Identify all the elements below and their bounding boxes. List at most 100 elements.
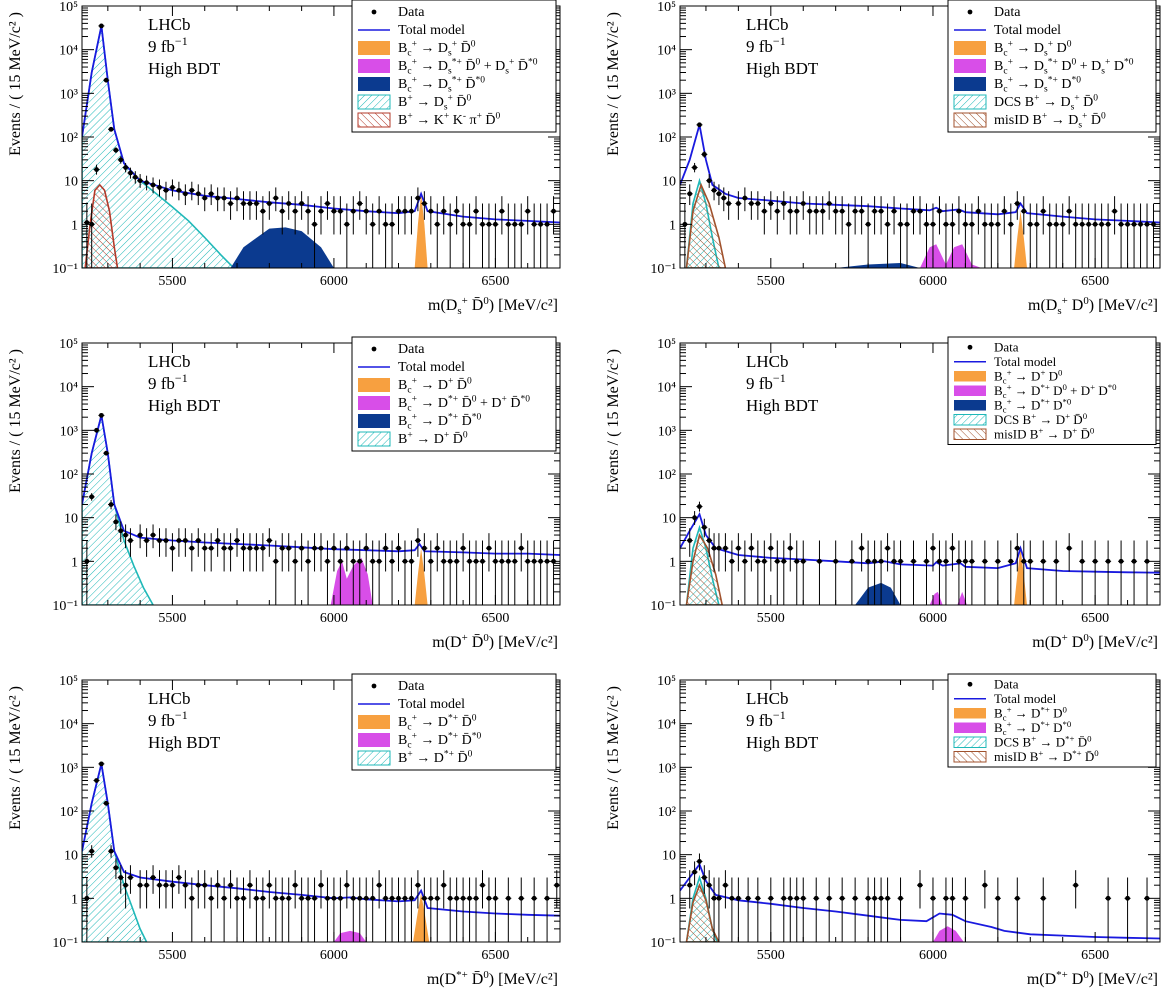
legend-marker-box [358,396,390,410]
data-point [112,147,119,154]
data-point [910,540,917,605]
data-point [852,877,859,942]
data-point [466,877,473,942]
data-point [741,540,748,605]
y-tick-label: 10 [662,849,676,864]
data-point [382,203,389,268]
data-point [103,450,110,456]
data-point [1053,540,1060,605]
component-5 [1014,548,1027,605]
legend-label: Bc+ → D*+ D0 + D+ D*0 [994,382,1117,400]
y-tick-label: 10² [60,131,78,146]
data-point [143,870,150,909]
data-point [350,877,357,942]
data-point [767,191,774,220]
data-point [891,196,898,235]
data-point [208,533,215,572]
selection-label: High BDT [746,733,819,752]
data-point [453,540,460,605]
data-point [1124,877,1131,942]
data-point [479,540,486,605]
legend-entry-4: Bc+ → Ds*+ D̄0 + Ds+ D̄*0 [358,58,538,77]
legend-label: Total model [994,354,1057,369]
data-point [878,877,885,942]
data-point [363,877,370,942]
x-tick-label: 6500 [481,611,509,626]
data-point [305,196,312,235]
data-point [83,202,90,268]
data-point [279,877,286,942]
data-point [279,196,286,235]
data-point [518,877,525,942]
data-point [122,524,129,549]
data-point [793,540,800,605]
y-tick-label: 10⁵ [657,0,676,15]
y-tick-label: 10 [64,512,78,527]
data-point [175,528,182,557]
data-point [253,877,260,942]
component-3 [855,582,901,605]
data-point [132,171,139,184]
data-point [421,877,428,942]
data-point [182,870,189,909]
data-point [923,540,930,605]
y-tick-label: 1 [669,892,676,907]
legend-marker-data [967,681,973,687]
y-tick-label: 10⁵ [59,337,78,352]
legend-marker-data [967,344,973,350]
data-point [845,203,852,268]
data-point [910,196,917,235]
legend-marker-box [358,41,390,55]
data-point [955,540,962,605]
legend-entry-7: B+ → K+ K- π+ D̄0 [357,112,501,128]
data-point [240,533,247,572]
data-point [1066,196,1073,235]
data-point [949,203,956,268]
data-point [330,877,337,942]
data-point [240,191,247,220]
data-point [1118,540,1125,605]
data-point [266,191,273,220]
data-point [1137,203,1144,268]
y-tick-label: 1 [669,218,676,233]
data-point [246,870,253,909]
data-point [427,540,434,605]
legend-entry-6: misID B+ → D*+ D̄0 [953,748,1099,764]
data-point [780,540,787,605]
data-point [285,877,292,942]
data-point [1027,540,1034,605]
component-3 [414,548,428,605]
component-2 [685,532,724,605]
legend-marker-box [358,77,390,91]
data-point [1040,196,1047,235]
chart-panel-5: 5500 6000 6500 10⁻¹ 1 10 10² 10³ 10⁴ 10⁵ Events / … [7,673,561,988]
data-point [691,162,698,173]
data-point [98,761,105,767]
data-point [720,187,727,212]
x-tick-label: 5500 [158,948,186,963]
data-point [382,877,389,942]
data-point [240,877,247,942]
data-point [343,870,350,909]
y-tick-label: 10⁵ [59,0,78,15]
legend-label: B+ → D+ D̄0 [398,431,468,447]
data-point [408,877,415,942]
data-point [376,540,383,605]
chart-panel-4: 5500 6000 6500 10⁻¹ 1 10 10² 10³ 10⁴ 10⁵ Events / … [605,336,1161,651]
data-point [259,533,266,572]
x-tick-label: 5500 [158,611,186,626]
data-point [208,184,215,206]
data-point [722,533,729,572]
data-point [221,877,228,942]
data-point [498,540,505,605]
data-point [923,203,930,268]
legend-label: Data [398,342,425,357]
data-point [722,870,729,909]
data-point [787,196,794,235]
data-point [337,196,344,235]
component-2 [685,182,727,268]
x-axis-label: m(Ds+ D̄0) [MeV/c²] [428,295,558,317]
legend-label: Total model [994,691,1057,706]
data-point [253,191,260,220]
